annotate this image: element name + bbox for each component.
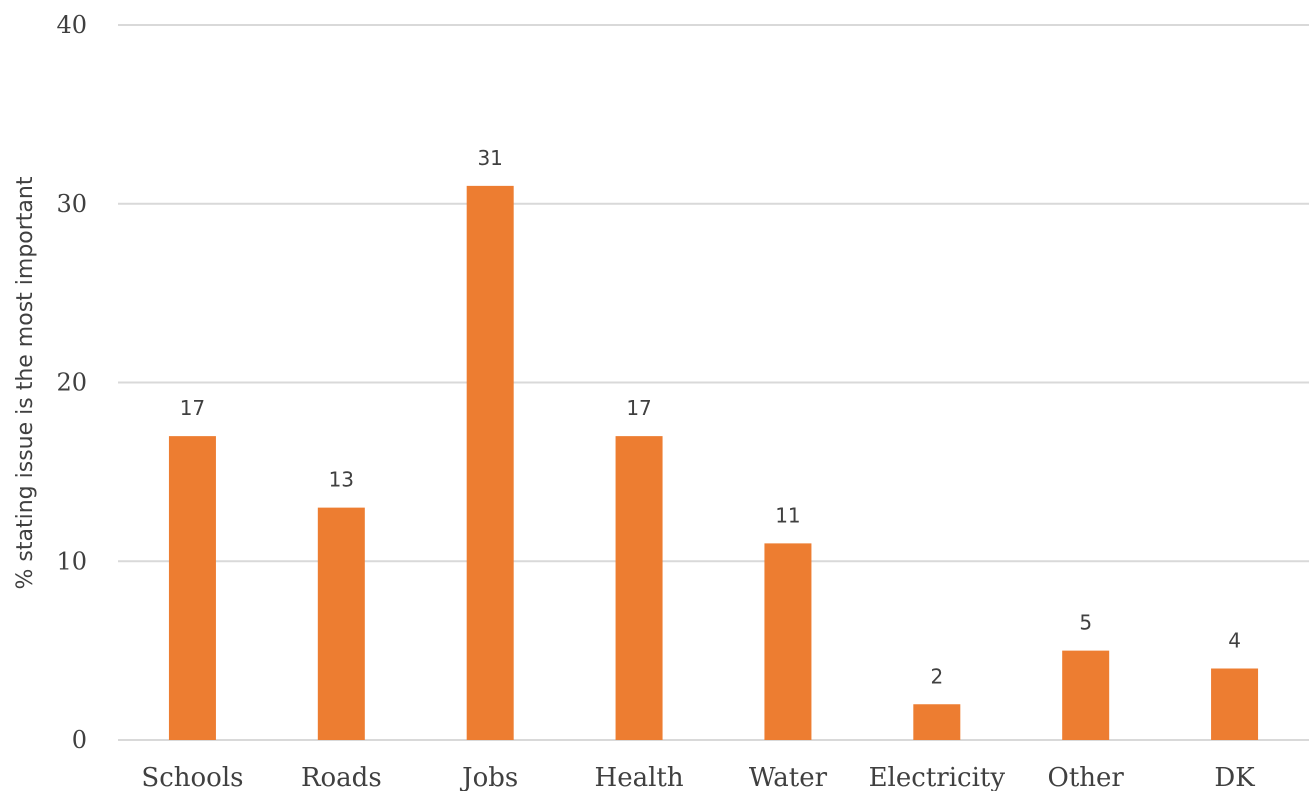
y-tick-label-0: 0 (72, 726, 87, 754)
data-label-schools: 17 (180, 396, 205, 420)
y-tick-label-10: 10 (56, 547, 87, 575)
x-tick-label-roads: Roads (301, 763, 382, 791)
y-tick-label-30: 30 (56, 190, 87, 218)
bar-jobs (466, 185, 514, 740)
data-label-other: 5 (1079, 611, 1092, 635)
grid-lines (118, 24, 1309, 741)
bar-schools (168, 436, 216, 740)
x-tick-label-other: Other (1048, 763, 1125, 791)
y-tick-labels: 0 10 20 30 40 (56, 11, 87, 754)
x-tick-label-electricity: Electricity (869, 763, 1006, 791)
x-tick-label-schools: Schools (141, 763, 243, 791)
x-tick-label-dk: DK (1214, 763, 1255, 791)
y-tick-label-40: 40 (56, 11, 87, 39)
bars (168, 185, 1259, 740)
bar-dk (1211, 668, 1259, 740)
bar-water (764, 543, 812, 740)
bar-electricity (913, 704, 961, 740)
data-label-jobs: 31 (477, 146, 502, 170)
data-label-dk: 4 (1228, 629, 1241, 653)
bar-health (615, 436, 663, 740)
bar-other (1062, 650, 1110, 740)
data-label-roads: 13 (329, 468, 354, 492)
y-tick-label-20: 20 (56, 369, 87, 397)
bar-roads (317, 507, 365, 740)
data-label-water: 11 (775, 503, 800, 527)
data-label-electricity: 2 (930, 664, 943, 688)
y-axis-title: % stating issue is the most important (13, 176, 38, 589)
data-label-health: 17 (626, 396, 651, 420)
x-tick-label-jobs: Jobs (459, 763, 518, 791)
data-labels: 17 13 31 17 11 2 5 4 (180, 146, 1241, 688)
x-tick-label-water: Water (749, 763, 828, 791)
x-tick-label-health: Health (595, 763, 684, 791)
category-labels: Schools Roads Jobs Health Water Electricity Ot… (141, 763, 1255, 791)
